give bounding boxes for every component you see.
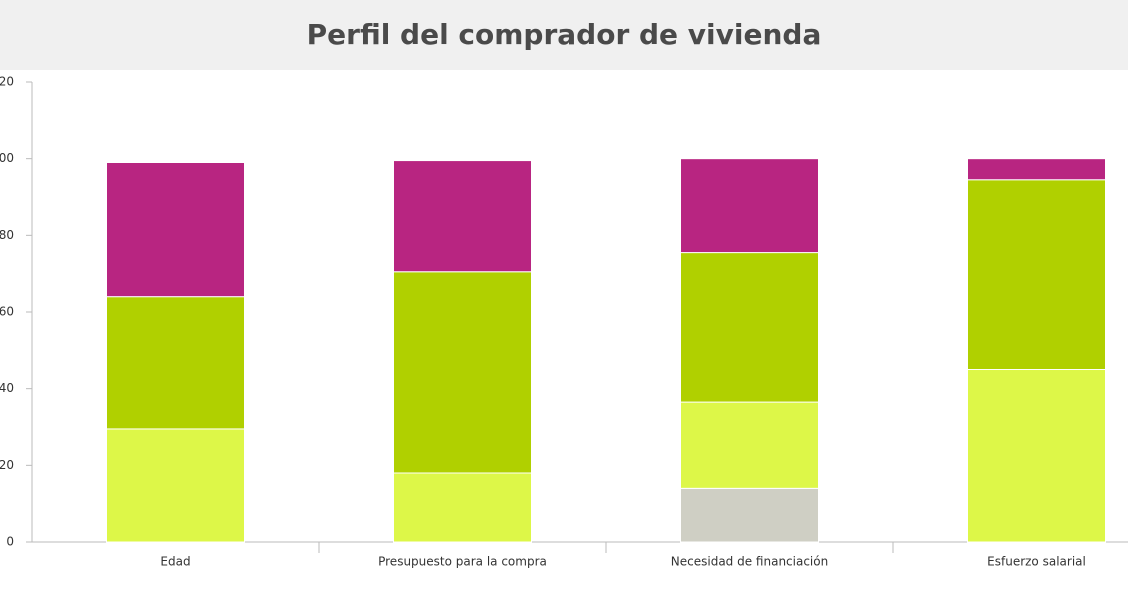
x-tick-label: Necesidad de financiación	[671, 555, 828, 569]
header-band	[0, 0, 1128, 70]
bar-segment	[967, 179, 1106, 370]
y-tick-label: 100	[0, 151, 14, 165]
y-tick-label: 20	[0, 458, 14, 472]
y-tick-label: 120	[0, 75, 14, 89]
bar-segment	[106, 428, 245, 543]
bar-segment	[967, 369, 1106, 543]
bar-segment	[393, 271, 532, 474]
bar-segment	[393, 472, 532, 543]
bar-segment	[106, 162, 245, 298]
bar-segment	[680, 401, 819, 489]
y-tick-label: 40	[0, 381, 14, 395]
chart-title: Perfil del comprador de vivienda	[307, 18, 822, 51]
y-tick-label: 0	[6, 535, 14, 549]
bar-segment	[680, 487, 819, 543]
bar-segment	[680, 158, 819, 254]
bar-segment	[106, 296, 245, 430]
bar-segment	[967, 158, 1106, 181]
bar-segment	[393, 160, 532, 273]
x-tick-label: Esfuerzo salarial	[987, 555, 1086, 569]
x-tick-label: Edad	[160, 555, 190, 569]
y-tick-label: 60	[0, 305, 14, 319]
y-tick-label: 80	[0, 228, 14, 242]
bar-segment	[680, 252, 819, 403]
x-tick-label: Presupuesto para la compra	[378, 555, 547, 569]
